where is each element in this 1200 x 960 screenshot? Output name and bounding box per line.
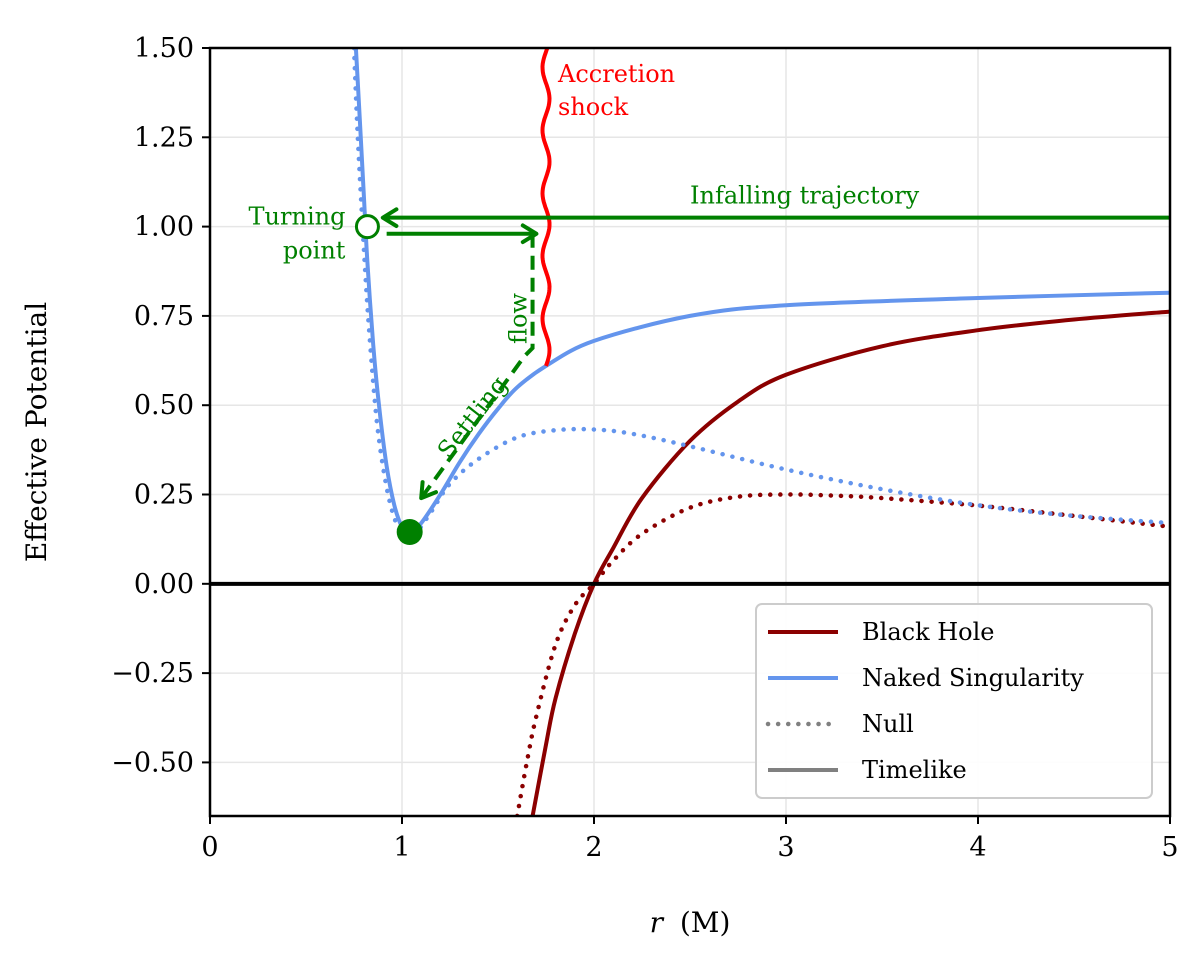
y-axis-title: Effective Potential [20,302,53,562]
x-axis-title: r (M) [650,906,731,939]
y-tick-label-2: 1.00 [134,212,194,243]
x-axis-var: r [650,906,665,939]
plot-frame [208,46,1172,818]
legend: Black Hole Naked Singularity Null Timelike [755,603,1153,799]
y-tick-label-6: 0.00 [134,569,194,600]
settling-label-line2: flow [505,293,533,344]
y-tick-label-4: 0.50 [134,390,194,421]
series-line-2 [353,48,1170,535]
series-line-1 [514,492,1170,816]
infall-arrowhead [380,207,399,228]
infall-label: Infalling trajectory [690,182,920,210]
bounce-arrowhead [520,223,539,245]
turning-point-label-line2: point [283,237,346,265]
turning-point-label-line1: Turning [249,203,346,231]
legend-label-1: Naked Singularity [862,664,1084,692]
legend-label-2: Null [862,710,914,738]
y-tick-label-3: 0.75 [134,301,194,332]
settling-arrowhead [419,480,438,501]
settling-path [419,233,535,500]
x-tick-label-5: 5 [1161,832,1178,863]
axes: 0 1 2 3 4 5 1.50 1.25 1.00 0.75 0.50 0.25 0.00 −0.25 −… [111,33,1178,863]
minimum-marker [396,519,423,546]
y-tick-label-0: 1.50 [134,33,194,64]
shock-label-line1: Accretion [557,60,675,88]
x-axis-unit: (M) [680,906,731,939]
y-tick-label-1: 1.25 [134,122,194,153]
turning-point-marker [354,214,380,240]
y-tick-label-8: −0.50 [111,747,194,778]
legend-label-3: Timelike [862,756,967,784]
x-tick-label-4: 4 [969,832,986,863]
curves [351,48,1170,816]
legend-label-0: Black Hole [862,618,995,646]
shock-label-line2: shock [558,93,629,121]
y-tick-label-7: −0.25 [111,658,194,689]
x-tick-label-1: 1 [393,832,410,863]
settling-label-line1: Settling [432,371,513,464]
x-tick-label-0: 0 [201,832,218,863]
legend-box [755,603,1153,799]
x-tick-label-2: 2 [585,832,602,863]
series-line-3 [351,48,1170,541]
shock-line [540,47,552,367]
x-tick-label-3: 3 [777,832,794,863]
y-tick-label-5: 0.25 [134,480,194,511]
